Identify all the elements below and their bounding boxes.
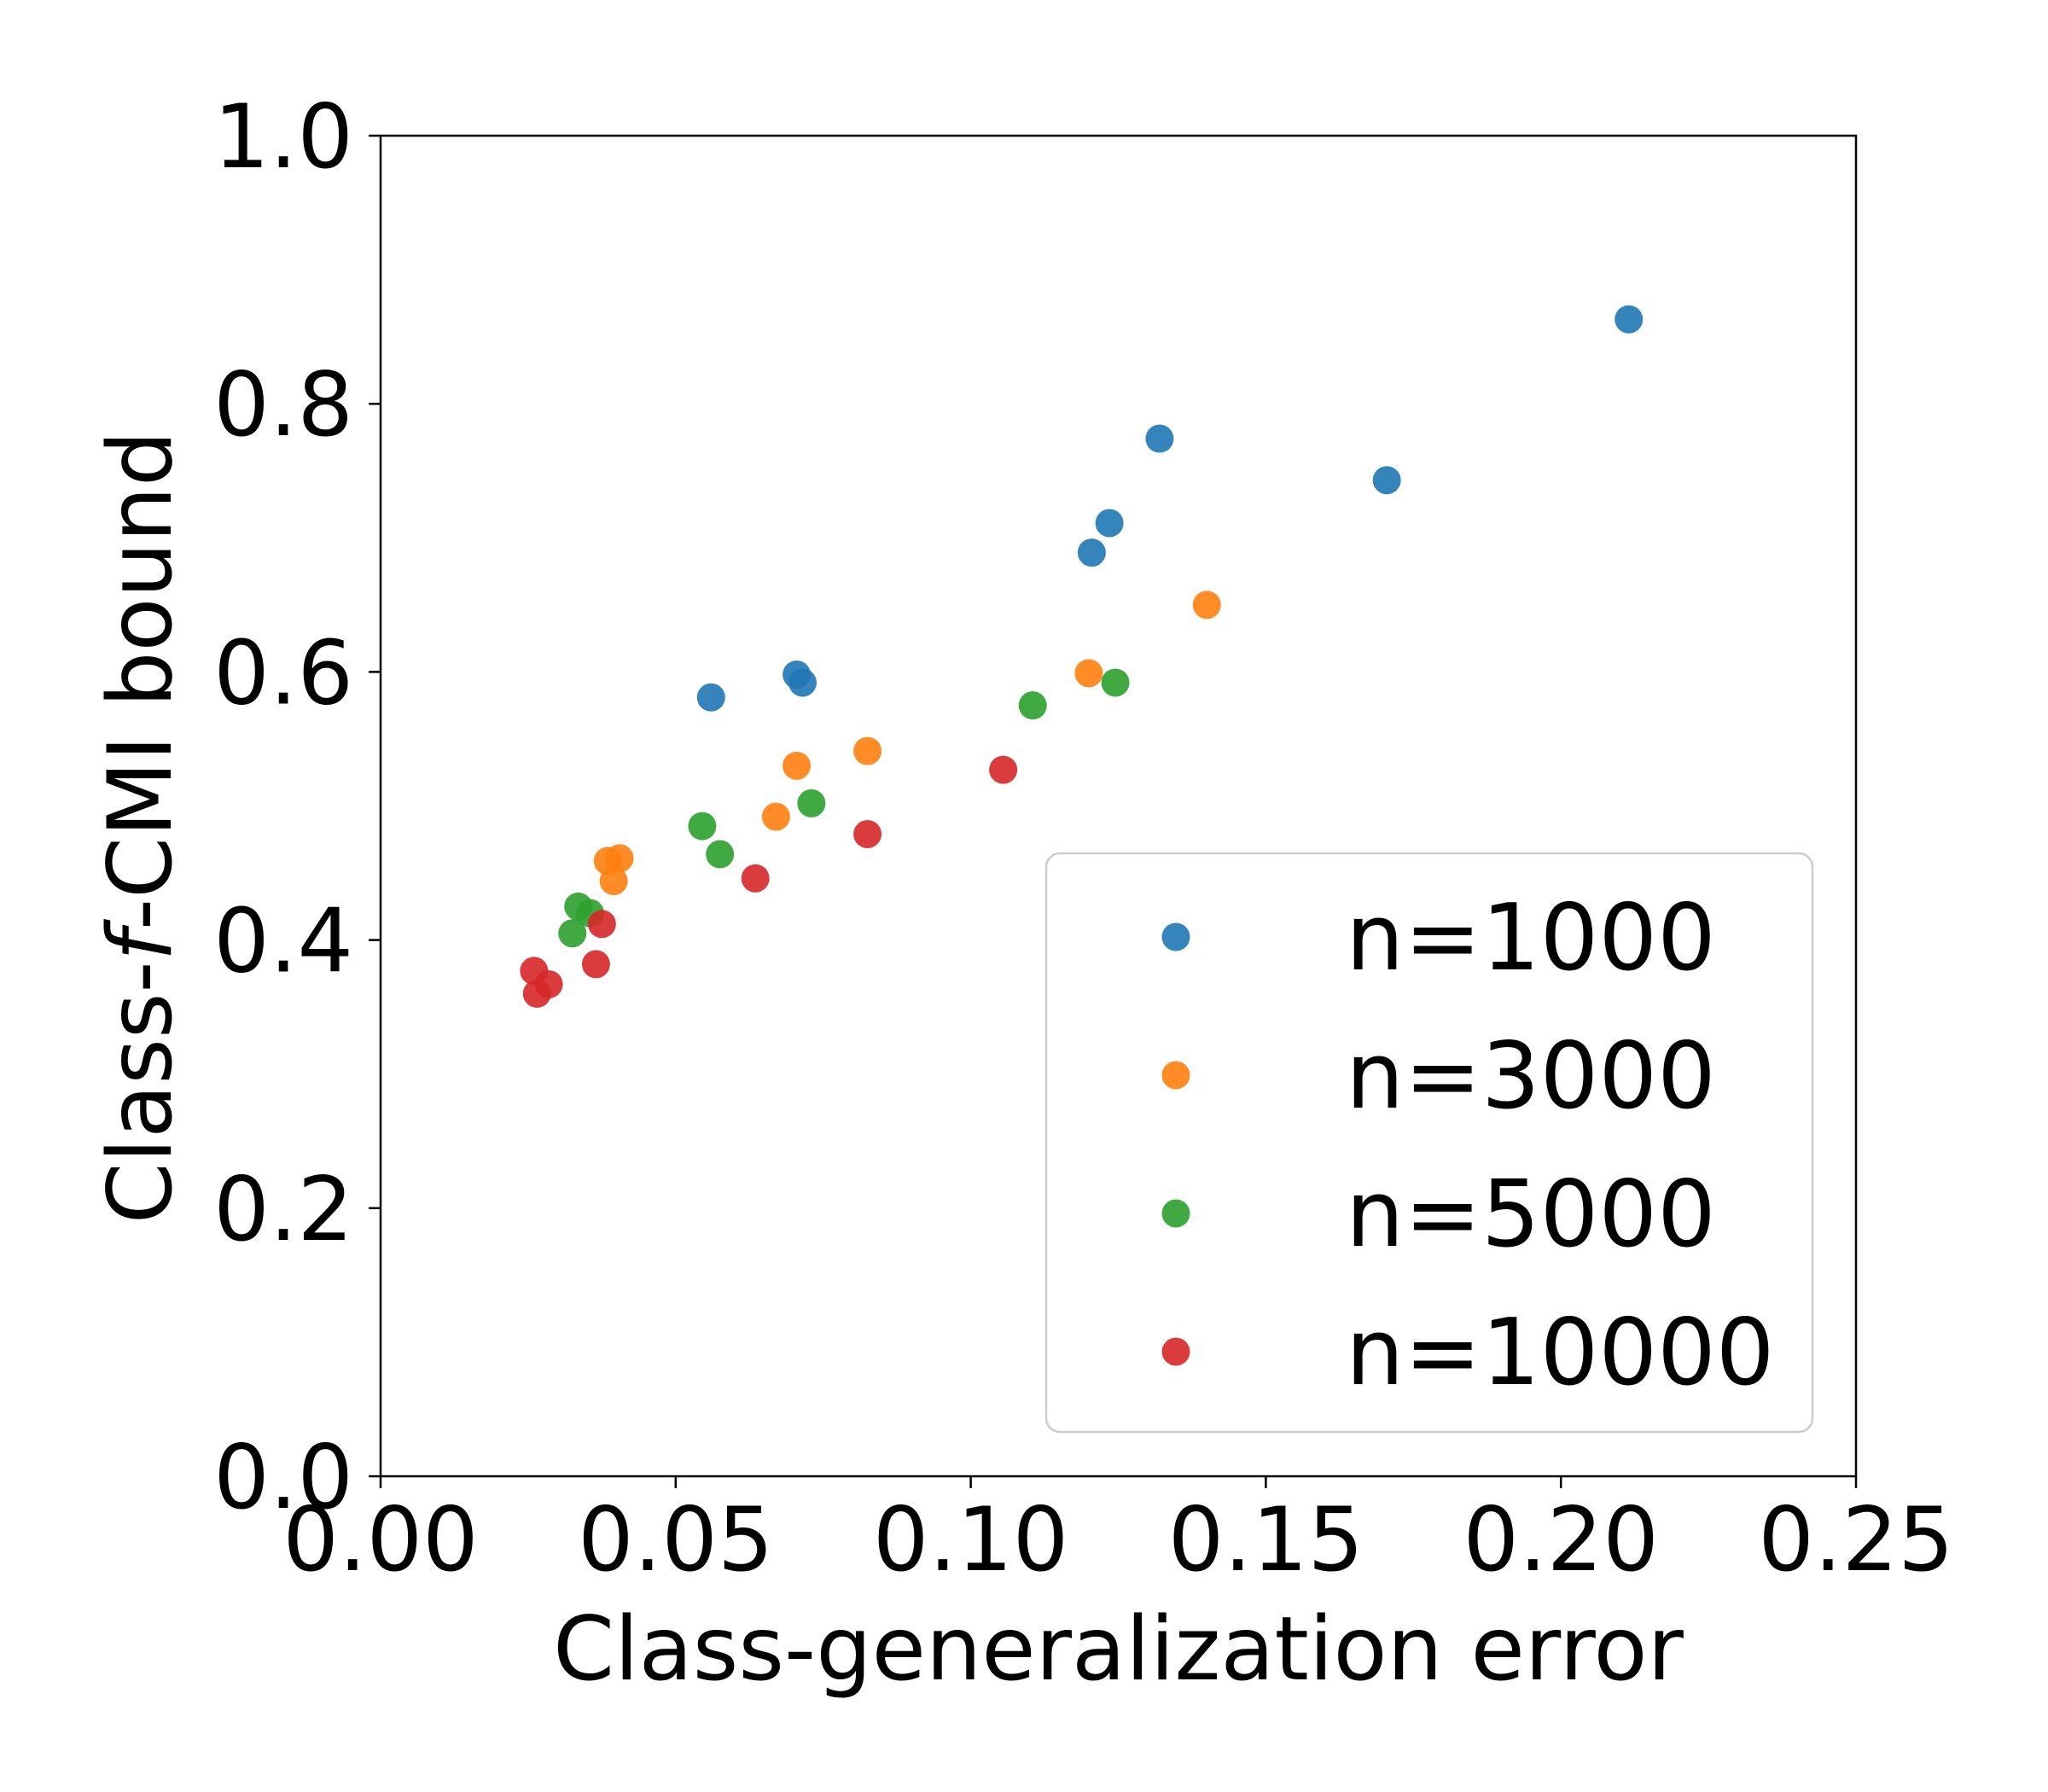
legend-box (1044, 852, 1814, 1434)
y-axis-label-suffix: -CMI bound (90, 431, 192, 930)
data-point (688, 812, 717, 841)
y-tick-label: 0.8 (213, 354, 353, 457)
data-point (558, 919, 587, 948)
x-axis-label: Class-generalization error (553, 1598, 1684, 1701)
legend-entry: n=10000 (1161, 1300, 1775, 1406)
data-points (520, 305, 1644, 1008)
legend-entry: n=5000 (1161, 1161, 1716, 1268)
legend-label: n=5000 (1346, 1161, 1716, 1268)
legend: n=1000 n=3000 n=5000 n=10000 (1044, 852, 1814, 1434)
data-point (1615, 305, 1644, 334)
data-point (599, 866, 628, 895)
x-tick-label: 0.10 (873, 1489, 1068, 1591)
y-axis-label: Class-f-CMI bound (90, 431, 192, 1225)
data-point (1145, 424, 1174, 453)
data-point (581, 950, 610, 979)
legend-marker (1161, 1337, 1190, 1366)
data-point (1192, 591, 1221, 620)
x-tick-label: 0.05 (578, 1489, 773, 1591)
data-point (783, 751, 812, 780)
data-point (989, 755, 1018, 784)
legend-label: n=3000 (1346, 1023, 1716, 1130)
data-point (741, 864, 770, 893)
series-n=3000 (593, 591, 1221, 895)
data-point (1095, 509, 1124, 538)
legend-entry: n=3000 (1161, 1023, 1716, 1130)
data-point (587, 910, 616, 939)
data-point (797, 788, 826, 817)
series-n=1000 (696, 305, 1644, 712)
y-tick-label: 0.4 (213, 891, 353, 993)
legend-label: n=10000 (1346, 1300, 1775, 1406)
legend-marker (1161, 922, 1190, 951)
y-tick-label: 0.2 (213, 1159, 353, 1261)
y-axis-ticks: 0.0 0.2 0.4 0.6 0.8 1.0 (213, 86, 381, 1529)
x-tick-label: 0.00 (282, 1489, 478, 1591)
x-axis-ticks: 0.00 0.05 0.10 0.15 0.20 0.25 (282, 1476, 1954, 1591)
y-tick-label: 0.6 (213, 622, 353, 724)
data-point (1101, 668, 1130, 697)
data-point (761, 802, 790, 831)
x-tick-label: 0.20 (1463, 1489, 1659, 1591)
data-point (1074, 659, 1103, 688)
data-point (853, 819, 882, 848)
x-tick-label: 0.15 (1168, 1489, 1364, 1591)
x-tick-label: 0.25 (1758, 1489, 1953, 1591)
y-tick-label: 0.0 (213, 1427, 353, 1529)
data-point (1372, 466, 1401, 495)
series-n=5000 (558, 668, 1130, 948)
legend-entry: n=1000 (1161, 885, 1716, 992)
y-axis-label-prefix: Class- (90, 961, 192, 1224)
data-point (853, 736, 882, 765)
y-tick-label: 1.0 (213, 86, 353, 189)
data-point (534, 969, 563, 998)
data-point (1077, 538, 1106, 567)
data-point (1018, 691, 1047, 720)
legend-marker (1161, 1061, 1190, 1090)
data-point (605, 844, 634, 873)
legend-entries: n=1000 n=3000 n=5000 n=10000 (1161, 885, 1775, 1406)
data-point (706, 840, 735, 869)
legend-marker (1161, 1199, 1190, 1228)
series-n=10000 (520, 755, 1018, 1008)
data-point (696, 683, 725, 712)
legend-label: n=1000 (1346, 885, 1716, 992)
plot-frame (379, 134, 1858, 1478)
data-point (788, 668, 817, 697)
